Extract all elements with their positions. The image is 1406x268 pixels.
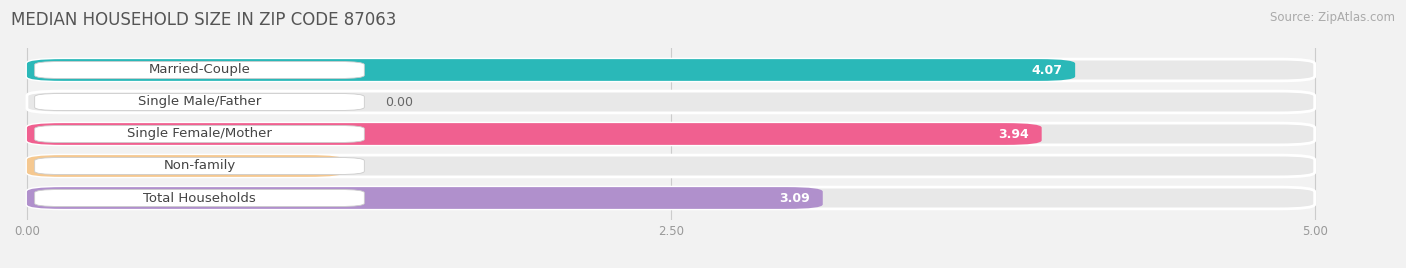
Text: 4.07: 4.07 (1031, 64, 1063, 76)
Text: Single Male/Father: Single Male/Father (138, 95, 262, 109)
FancyBboxPatch shape (27, 59, 1315, 81)
Text: Source: ZipAtlas.com: Source: ZipAtlas.com (1270, 11, 1395, 24)
Text: 0.00: 0.00 (385, 95, 413, 109)
Text: 3.09: 3.09 (779, 192, 810, 204)
FancyBboxPatch shape (27, 123, 1315, 145)
FancyBboxPatch shape (35, 94, 364, 110)
FancyBboxPatch shape (27, 91, 1315, 113)
FancyBboxPatch shape (27, 123, 1042, 145)
FancyBboxPatch shape (27, 187, 1315, 209)
Text: Married-Couple: Married-Couple (149, 64, 250, 76)
FancyBboxPatch shape (27, 187, 823, 209)
FancyBboxPatch shape (35, 62, 364, 79)
Text: MEDIAN HOUSEHOLD SIZE IN ZIP CODE 87063: MEDIAN HOUSEHOLD SIZE IN ZIP CODE 87063 (11, 11, 396, 29)
FancyBboxPatch shape (27, 155, 1315, 177)
Text: 3.94: 3.94 (998, 128, 1029, 140)
FancyBboxPatch shape (35, 158, 364, 174)
Text: Single Female/Mother: Single Female/Mother (127, 128, 271, 140)
Text: Non-family: Non-family (163, 159, 236, 173)
FancyBboxPatch shape (35, 125, 364, 143)
FancyBboxPatch shape (27, 155, 343, 177)
FancyBboxPatch shape (27, 59, 1076, 81)
Text: Total Households: Total Households (143, 192, 256, 204)
Text: 1.23: 1.23 (299, 159, 330, 173)
FancyBboxPatch shape (35, 189, 364, 206)
